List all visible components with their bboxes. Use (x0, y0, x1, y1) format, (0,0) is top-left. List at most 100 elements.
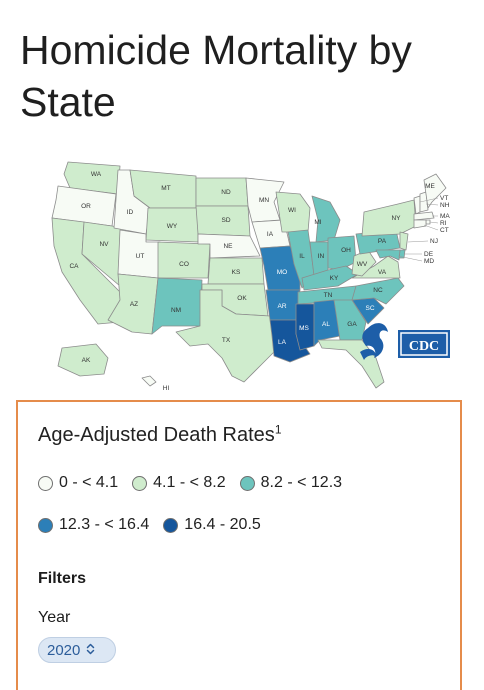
page-title: Homicide Mortality by State (20, 27, 412, 125)
legend-row-1: 0 - < 4.1 4.1 - < 8.2 8.2 - < 12.3 (38, 474, 356, 492)
svg-text:AK: AK (82, 357, 91, 364)
chevron-up-down-icon (86, 643, 95, 657)
svg-text:NC: NC (373, 287, 383, 294)
svg-text:TX: TX (222, 337, 231, 344)
svg-text:MA: MA (440, 213, 450, 220)
year-select-value: 2020 (47, 641, 81, 659)
map-svg: WA OR CA NV ID MT WY UT AZ CO NM ND SD N… (51, 161, 450, 392)
state-CO[interactable] (157, 241, 211, 279)
state-AK[interactable] (57, 343, 109, 377)
svg-text:GA: GA (347, 321, 357, 328)
legend-swatch-icon (38, 475, 53, 491)
legend-title-text: Age-Adjusted Death Rates (38, 424, 275, 446)
svg-text:ME: ME (425, 183, 435, 190)
us-choropleth-map: WA OR CA NV ID MT WY UT AZ CO NM ND SD N… (0, 150, 484, 400)
svg-text:KS: KS (232, 269, 241, 276)
legend-item-bin2[interactable]: 8.2 - < 12.3 (239, 474, 343, 492)
state-NY[interactable] (361, 199, 417, 237)
svg-text:NY: NY (391, 215, 401, 222)
svg-text:WI: WI (288, 207, 296, 214)
legend-label: 8.2 - < 12.3 (260, 474, 343, 491)
svg-text:NM: NM (171, 307, 181, 314)
state-MS[interactable] (295, 303, 315, 351)
svg-text:LA: LA (278, 339, 287, 346)
state-MA[interactable] (413, 211, 435, 221)
svg-text:WV: WV (357, 261, 368, 268)
legend-item-bin3[interactable]: 12.3 - < 16.4 (38, 516, 149, 534)
svg-text:CO: CO (179, 261, 189, 268)
state-AL[interactable] (313, 299, 341, 347)
state-NH[interactable] (419, 191, 429, 213)
svg-text:UT: UT (136, 253, 145, 260)
state-CT[interactable] (413, 219, 427, 229)
filters-heading: Filters (38, 570, 87, 587)
svg-text:MD: MD (424, 258, 434, 265)
state-OH[interactable] (327, 235, 357, 271)
state-GA[interactable] (333, 299, 367, 341)
legend-swatch-icon (132, 475, 148, 491)
state-MD[interactable] (375, 249, 401, 261)
svg-text:ND: ND (221, 189, 231, 196)
svg-text:IL: IL (299, 253, 305, 260)
svg-text:NH: NH (440, 202, 450, 209)
legend-swatch-icon (38, 517, 53, 533)
legend-item-bin0[interactable]: 0 - < 4.1 (38, 474, 118, 492)
state-TX[interactable] (175, 289, 281, 383)
state-RI[interactable] (425, 219, 431, 225)
leader-lines (397, 197, 439, 262)
svg-text:NJ: NJ (430, 238, 438, 245)
svg-text:VT: VT (440, 195, 448, 202)
svg-text:OR: OR (81, 203, 91, 210)
year-filter-label: Year (38, 609, 71, 626)
state-WI[interactable] (275, 191, 311, 233)
legend-panel: Age-Adjusted Death Rates1 0 - < 4.1 4.1 … (16, 400, 462, 690)
svg-text:KY: KY (330, 275, 339, 282)
svg-text:NV: NV (99, 241, 109, 248)
state-NM[interactable] (151, 277, 203, 335)
legend-swatch-icon (239, 475, 255, 491)
svg-text:ID: ID (127, 209, 134, 216)
svg-text:MS: MS (299, 325, 309, 332)
svg-text:PA: PA (378, 238, 387, 245)
legend-item-bin1[interactable]: 4.1 - < 8.2 (132, 474, 226, 492)
legend-swatch-icon (163, 517, 179, 533)
hhs-eagle-logo (360, 323, 388, 360)
svg-text:RI: RI (440, 220, 447, 227)
legend-item-bin4[interactable]: 16.4 - 20.5 (163, 516, 261, 534)
svg-text:IA: IA (267, 231, 274, 238)
state-NJ[interactable] (399, 231, 409, 251)
legend-title: Age-Adjusted Death Rates1 (38, 422, 282, 447)
svg-text:AR: AR (277, 303, 286, 310)
legend-label: 16.4 - 20.5 (184, 516, 261, 533)
svg-text:WA: WA (91, 171, 102, 178)
svg-text:CT: CT (440, 227, 449, 234)
svg-text:HI: HI (163, 385, 170, 392)
svg-text:SD: SD (221, 217, 230, 224)
state-labels: WA OR CA NV ID MT WY UT AZ CO NM ND SD N… (69, 171, 450, 392)
svg-text:OK: OK (237, 295, 247, 302)
svg-text:WY: WY (167, 223, 178, 230)
svg-text:SC: SC (365, 305, 374, 312)
svg-text:NE: NE (223, 243, 233, 250)
svg-text:OH: OH (341, 247, 351, 254)
legend-label: 0 - < 4.1 (59, 474, 119, 491)
cdc-logo: CDC (398, 330, 450, 358)
svg-text:VA: VA (378, 269, 387, 276)
legend-label: 12.3 - < 16.4 (59, 516, 150, 533)
svg-text:AL: AL (322, 321, 330, 328)
state-HI[interactable] (141, 375, 157, 387)
svg-text:MN: MN (259, 197, 269, 204)
svg-text:MT: MT (161, 185, 170, 192)
state-ME[interactable] (423, 173, 447, 209)
legend-row-2: 12.3 - < 16.4 16.4 - 20.5 (38, 516, 275, 534)
svg-text:AZ: AZ (130, 301, 138, 308)
svg-text:MI: MI (314, 219, 321, 226)
svg-text:CDC: CDC (409, 339, 439, 354)
svg-text:DE: DE (424, 251, 434, 258)
svg-text:MO: MO (277, 269, 287, 276)
legend-footnote: 1 (274, 422, 282, 437)
svg-text:CA: CA (69, 263, 79, 270)
svg-text:IN: IN (318, 253, 325, 260)
legend-label: 4.1 - < 8.2 (153, 474, 226, 491)
year-select[interactable]: 2020 (38, 637, 116, 663)
